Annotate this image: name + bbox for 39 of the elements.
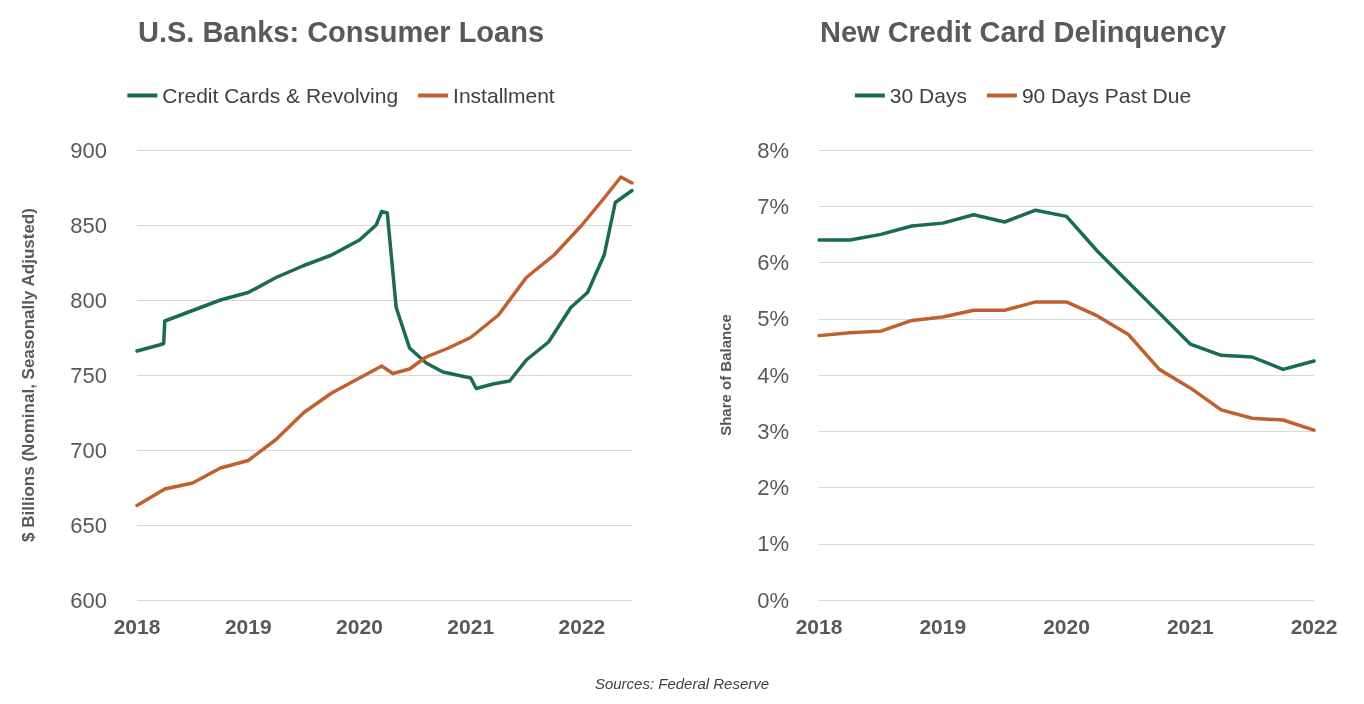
y-tick-label: 0% bbox=[757, 587, 789, 613]
x-tick-label: 2021 bbox=[447, 615, 495, 638]
x-tick-label: 2022 bbox=[558, 615, 606, 638]
y-axis-title: Share of Balance bbox=[717, 314, 734, 436]
legend-label: Installment bbox=[453, 84, 555, 107]
line-series bbox=[817, 208, 1316, 372]
legend-label: Credit Cards & Revolving bbox=[162, 84, 399, 107]
y-tick-label: 4% bbox=[757, 362, 789, 388]
line-series bbox=[135, 188, 634, 391]
source-note: Sources: Federal Reserve bbox=[593, 675, 771, 692]
y-tick-label: 8% bbox=[757, 137, 789, 163]
y-tick-label: 1% bbox=[757, 531, 789, 557]
y-tick-label: 600 bbox=[70, 587, 107, 613]
y-tick-label: 7% bbox=[757, 193, 789, 219]
y-tick-label: 650 bbox=[70, 512, 107, 538]
x-tick-label: 2018 bbox=[113, 615, 161, 638]
chart-title: New Credit Card Delinquency bbox=[819, 15, 1227, 48]
y-tick-label: 750 bbox=[70, 362, 107, 388]
y-tick-label: 3% bbox=[757, 418, 789, 444]
y-tick-label: 2% bbox=[757, 475, 789, 500]
x-tick-label: 2020 bbox=[1043, 615, 1090, 638]
x-tick-label: 2019 bbox=[919, 615, 967, 638]
chart-title: U.S. Banks: Consumer Loans bbox=[137, 15, 545, 48]
x-tick-label: 2021 bbox=[1166, 615, 1214, 638]
x-tick-label: 2019 bbox=[224, 615, 272, 638]
y-tick-label: 850 bbox=[70, 212, 107, 238]
y-tick-label: 6% bbox=[757, 250, 789, 275]
y-tick-label: 900 bbox=[70, 137, 107, 163]
y-tick-label: 700 bbox=[70, 437, 107, 463]
y-tick-label: 5% bbox=[757, 306, 789, 332]
y-tick-label: 800 bbox=[70, 287, 107, 313]
x-tick-label: 2020 bbox=[336, 615, 383, 638]
x-tick-label: 2022 bbox=[1290, 615, 1338, 638]
legend-label: 30 Days bbox=[889, 84, 967, 107]
legend-label: 90 Days Past Due bbox=[1021, 84, 1192, 107]
line-series bbox=[817, 300, 1316, 432]
line-series bbox=[135, 175, 634, 508]
y-axis-title: $ Billions (Nominal, Seasonally Adjusted) bbox=[19, 208, 38, 542]
x-tick-label: 2018 bbox=[795, 615, 843, 638]
